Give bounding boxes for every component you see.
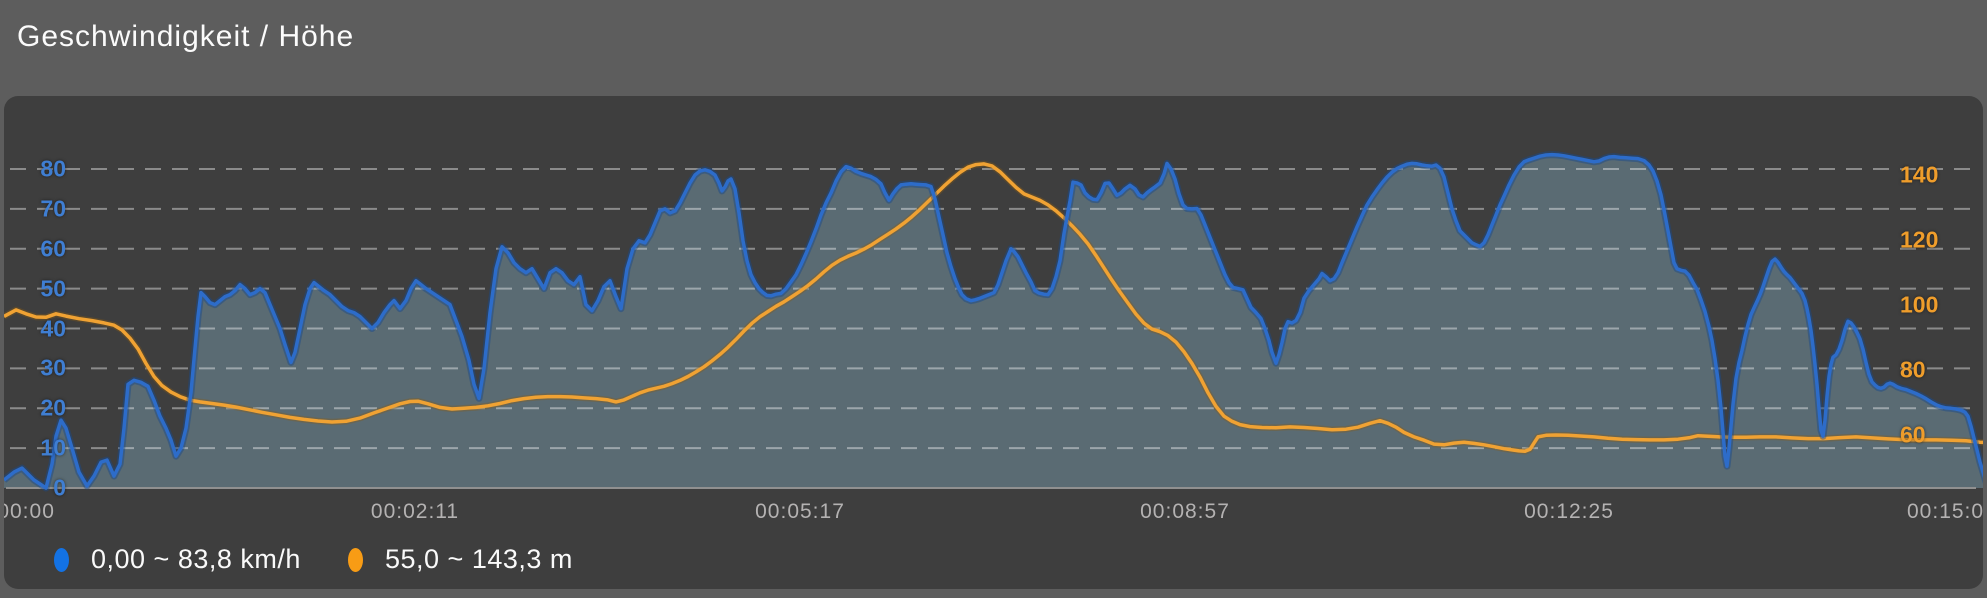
y-left-tick-label: 40 (40, 315, 66, 341)
speed-legend-label: 0,00 ~ 83,8 km/h (91, 544, 301, 574)
x-axis-tick-label: 00:02:11 (370, 500, 460, 523)
y-right-tick-label: 140 (1900, 161, 1939, 188)
x-axis-tick-label: 00:15:0 (1907, 500, 1983, 523)
x-axis-tick-label: 00:08:57 (1140, 500, 1230, 523)
altitude-legend-label: 55,0 ~ 143,3 m (385, 544, 573, 574)
speed-legend-dot-icon (54, 547, 69, 572)
y-right-tick-label: 120 (1900, 226, 1939, 253)
chart-canvas[interactable] (4, 96, 1983, 589)
y-left-tick-label: 60 (40, 235, 66, 262)
y-left-tick-label: 30 (40, 354, 66, 381)
speed-altitude-plot (4, 151, 1983, 492)
chart-panel: 0 10 20 30 40 50 60 70 80 60 80 100 120 140 00:00:00… (4, 96, 1983, 589)
y-left-tick-label: 10 (40, 434, 66, 461)
altitude-legend-dot-icon (348, 547, 363, 572)
y-right-tick-label: 100 (1900, 291, 1939, 318)
chart-legend: 0,00 ~ 83,8 km/h 55,0 ~ 143,3 m (4, 544, 1983, 589)
y-right-tick-label: 80 (1900, 356, 1926, 383)
y-right-tick-label: 60 (1900, 421, 1926, 448)
legend-item-speed: 0,00 ~ 83,8 km/h (54, 544, 301, 575)
y-left-tick-label: 80 (40, 155, 66, 182)
legend-item-altitude: 55,0 ~ 143,3 m (348, 544, 573, 575)
y-left-tick-label: 20 (40, 394, 66, 421)
x-axis-tick-label: 00:00:00 (4, 500, 55, 523)
y-left-tick-label: 70 (40, 195, 66, 222)
x-axis-tick-label: 00:05:17 (755, 500, 845, 523)
y-left-tick-label: 50 (40, 275, 66, 302)
header-bar: Geschwindigkeit / Höhe (0, 0, 1987, 96)
y-left-tick-label: 0 (53, 474, 66, 501)
x-axis-tick-label: 00:12:25 (1524, 500, 1614, 523)
page-title: Geschwindigkeit / Höhe (17, 20, 355, 53)
